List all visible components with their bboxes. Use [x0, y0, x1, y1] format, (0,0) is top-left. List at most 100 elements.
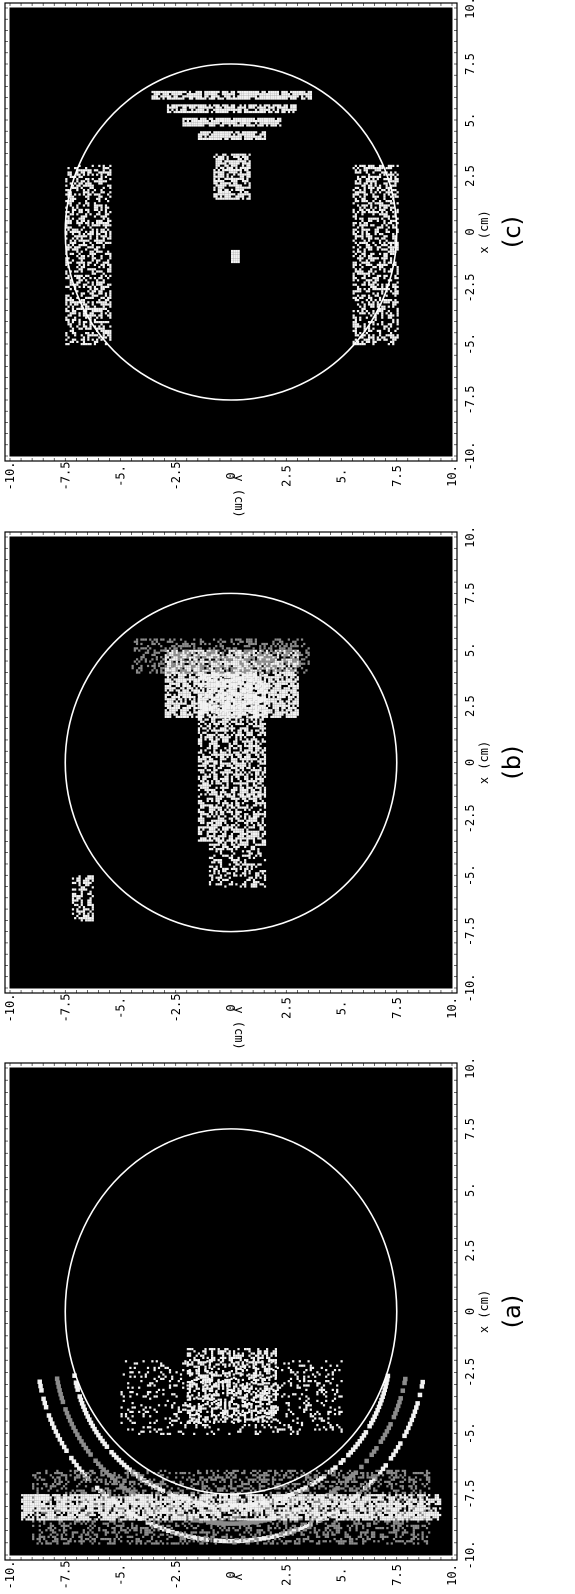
speckle	[436, 1494, 440, 1497]
speckle	[168, 1421, 172, 1424]
speckle	[223, 1503, 228, 1509]
speckle	[351, 1498, 354, 1501]
speckle	[397, 1518, 400, 1521]
speckle	[247, 1507, 250, 1510]
speckle	[247, 1496, 250, 1499]
speckle	[104, 1471, 107, 1475]
speckle	[340, 1542, 343, 1545]
speckle	[399, 1502, 402, 1506]
speckle	[278, 1494, 281, 1497]
speckle	[36, 1500, 39, 1503]
speckle	[335, 1509, 338, 1512]
speckle	[208, 1502, 211, 1505]
speckle	[289, 1496, 292, 1499]
speckle	[258, 1511, 261, 1514]
speckle	[40, 1509, 44, 1512]
speckle	[257, 1394, 260, 1397]
speckle	[146, 1509, 149, 1512]
speckle	[206, 1360, 209, 1363]
speckle	[228, 1352, 231, 1355]
speckle	[248, 1365, 251, 1368]
speckle	[399, 1474, 402, 1477]
speckle	[417, 1533, 420, 1536]
speckle	[248, 1361, 251, 1364]
speckle	[260, 1513, 264, 1517]
speckle	[309, 1513, 312, 1517]
speckle	[155, 1502, 158, 1506]
speckle	[128, 1511, 132, 1514]
speckle	[204, 1537, 210, 1542]
speckle	[246, 1520, 252, 1525]
speckle	[104, 1516, 107, 1519]
speckle	[166, 1518, 169, 1521]
speckle	[219, 1511, 222, 1514]
speckle	[412, 1542, 415, 1545]
speckle	[331, 1522, 334, 1525]
speckle	[379, 1516, 382, 1519]
speckle	[257, 1354, 260, 1357]
speckle	[403, 1471, 407, 1475]
speckle	[269, 1526, 272, 1530]
speckle	[366, 1535, 369, 1538]
speckle	[296, 1491, 299, 1494]
speckle	[43, 1522, 46, 1525]
speckle	[131, 1511, 134, 1514]
speckle	[80, 1518, 83, 1521]
speckle	[93, 1496, 96, 1499]
speckle	[340, 1480, 343, 1483]
speckle	[406, 1513, 409, 1517]
speckle	[250, 1381, 253, 1384]
speckle	[348, 1487, 352, 1490]
speckle	[210, 1507, 213, 1510]
speckle	[137, 1500, 140, 1503]
speckle	[104, 1507, 107, 1510]
speckle	[213, 1420, 216, 1423]
speckle	[351, 1493, 354, 1497]
speckle	[271, 1511, 275, 1514]
speckle	[247, 1542, 250, 1545]
speckle	[425, 1496, 429, 1499]
speckle	[113, 1522, 116, 1525]
speckle	[80, 1535, 83, 1538]
speckle	[276, 1542, 279, 1545]
speckle	[230, 1356, 233, 1360]
speckle	[113, 1542, 116, 1545]
speckle	[88, 1452, 93, 1457]
speckle	[434, 1507, 437, 1510]
speckle	[217, 1398, 220, 1401]
speckle	[186, 1420, 189, 1423]
speckle	[241, 1383, 244, 1386]
speckle	[391, 1452, 396, 1457]
speckle	[197, 1418, 200, 1421]
speckle	[218, 1521, 224, 1526]
speckle	[76, 1500, 79, 1503]
speckle	[199, 1408, 202, 1411]
speckle	[257, 1536, 262, 1542]
speckle	[233, 1409, 236, 1412]
speckle	[265, 1511, 268, 1514]
speckle	[237, 1378, 240, 1382]
speckle	[364, 1493, 367, 1497]
speckle	[274, 1494, 277, 1497]
speckle	[410, 1537, 413, 1541]
speckle	[128, 1493, 132, 1497]
speckle	[318, 1500, 321, 1503]
speckle	[274, 1365, 277, 1368]
speckle	[164, 1518, 167, 1521]
speckle	[89, 1540, 92, 1543]
speckle	[211, 1367, 214, 1371]
speckle	[186, 1398, 189, 1401]
speckle	[215, 1394, 218, 1397]
speckle	[142, 1474, 145, 1477]
speckle	[274, 1392, 277, 1395]
speckle	[296, 1476, 299, 1479]
speckle	[106, 1487, 110, 1490]
speckle	[364, 1496, 367, 1499]
speckle	[54, 1531, 57, 1534]
speckle	[261, 1354, 264, 1357]
speckle	[197, 1403, 200, 1406]
speckle	[359, 1491, 363, 1494]
speckle	[133, 1469, 136, 1472]
speckle	[302, 1509, 305, 1512]
speckle	[54, 1507, 57, 1510]
